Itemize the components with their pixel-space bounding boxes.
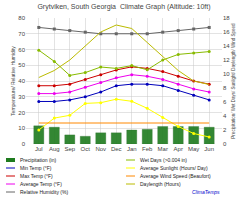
- svg-text:Jul: Jul: [35, 146, 43, 152]
- svg-text:70: 70: [18, 31, 25, 37]
- svg-text:20: 20: [18, 110, 25, 116]
- svg-text:Mar: Mar: [158, 146, 168, 152]
- svg-text:May: May: [188, 146, 199, 152]
- svg-text:Temperature/ Relative Humidity: Temperature/ Relative Humidity: [10, 46, 16, 116]
- svg-text:Jun: Jun: [204, 146, 214, 152]
- svg-text:40: 40: [18, 78, 25, 84]
- svg-text:0: 0: [223, 141, 227, 147]
- svg-text:6: 6: [223, 99, 227, 105]
- svg-text:60: 60: [18, 47, 25, 53]
- svg-text:0: 0: [22, 141, 26, 147]
- svg-text:16: 16: [223, 29, 230, 35]
- svg-text:Apr: Apr: [174, 146, 183, 152]
- svg-text:10: 10: [18, 125, 25, 131]
- svg-text:Daylength (Hours): Daylength (Hours): [140, 181, 181, 187]
- svg-text:Wet Days (>0.004 in): Wet Days (>0.004 in): [140, 157, 187, 163]
- svg-text:4: 4: [223, 113, 227, 119]
- svg-text:Max Temp (°F): Max Temp (°F): [20, 173, 53, 179]
- svg-text:Grytviken, South Georgia Clim: Grytviken, South Georgia Climate Graph (…: [37, 3, 210, 11]
- svg-text:Oct: Oct: [81, 146, 91, 152]
- svg-text:Jan: Jan: [127, 146, 137, 152]
- svg-text:2: 2: [223, 127, 227, 133]
- svg-text:Average Wind Speed (Beaufort): Average Wind Speed (Beaufort): [140, 173, 211, 179]
- svg-text:Aug: Aug: [49, 146, 60, 152]
- svg-text:8: 8: [223, 85, 227, 91]
- svg-text:Dec: Dec: [111, 146, 122, 152]
- svg-text:80: 80: [18, 15, 25, 21]
- svg-text:50: 50: [18, 62, 25, 68]
- svg-text:Average Temp (°F): Average Temp (°F): [20, 181, 62, 187]
- svg-text:10: 10: [223, 71, 230, 77]
- svg-text:ClimaTemps: ClimaTemps: [192, 189, 220, 195]
- svg-text:18: 18: [223, 15, 230, 21]
- svg-text:Sep: Sep: [64, 146, 75, 152]
- svg-text:14: 14: [223, 43, 230, 49]
- svg-text:Average Sunlight (Hours/ Day): Average Sunlight (Hours/ Day): [140, 165, 208, 171]
- svg-text:Precipitation (in): Precipitation (in): [20, 157, 56, 163]
- svg-text:30: 30: [18, 94, 25, 100]
- svg-text:Min Temp (°F): Min Temp (°F): [20, 165, 52, 171]
- svg-text:Feb: Feb: [142, 146, 153, 152]
- svg-text:Nov: Nov: [95, 146, 106, 152]
- svg-text:12: 12: [223, 57, 230, 63]
- svg-text:Relative Humidity (%): Relative Humidity (%): [20, 189, 68, 195]
- svg-text:Precipitation/ Wet Days/ Sunli: Precipitation/ Wet Days/ Sunlight/ Dayle…: [231, 23, 236, 139]
